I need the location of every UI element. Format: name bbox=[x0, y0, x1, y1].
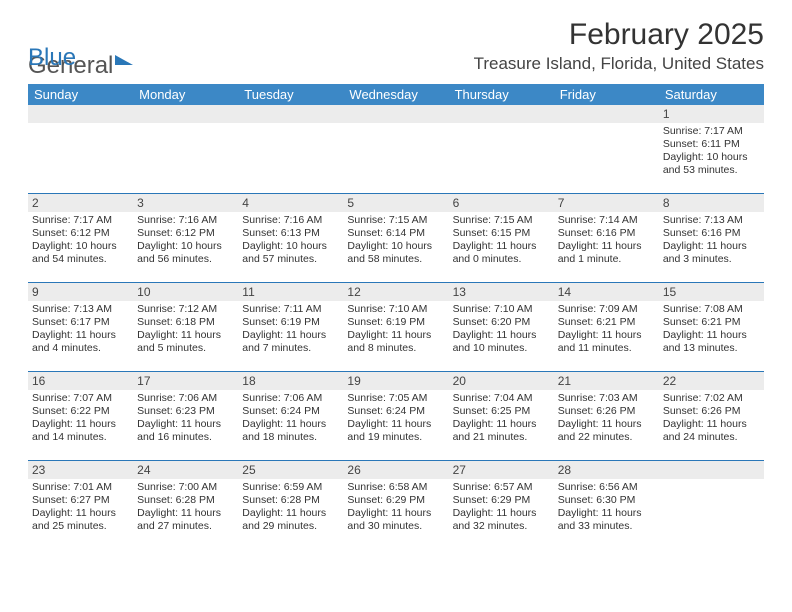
day-number-cell: 15 bbox=[659, 283, 764, 301]
day-content-cell: Sunrise: 7:16 AM Sunset: 6:13 PM Dayligh… bbox=[238, 212, 343, 282]
day-content-row: Sunrise: 7:07 AM Sunset: 6:22 PM Dayligh… bbox=[28, 390, 764, 460]
page-header: General February 2025 Treasure Island, F… bbox=[28, 18, 764, 80]
day-number-cell: 19 bbox=[343, 372, 448, 390]
logo-triangle-icon bbox=[115, 55, 133, 65]
day-content-cell: Sunrise: 7:03 AM Sunset: 6:26 PM Dayligh… bbox=[554, 390, 659, 460]
day-number-cell bbox=[659, 461, 764, 479]
day-number-cell: 17 bbox=[133, 372, 238, 390]
day-content-cell: Sunrise: 7:04 AM Sunset: 6:25 PM Dayligh… bbox=[449, 390, 554, 460]
day-content-cell: Sunrise: 7:10 AM Sunset: 6:19 PM Dayligh… bbox=[343, 301, 448, 371]
day-number-cell bbox=[449, 105, 554, 123]
weekday-header: Tuesday bbox=[238, 84, 343, 105]
day-number-cell: 27 bbox=[449, 461, 554, 479]
day-content-cell: Sunrise: 7:17 AM Sunset: 6:11 PM Dayligh… bbox=[659, 123, 764, 193]
day-content-cell bbox=[238, 123, 343, 193]
weekday-header: Sunday bbox=[28, 84, 133, 105]
weekday-header: Friday bbox=[554, 84, 659, 105]
day-content-row: Sunrise: 7:01 AM Sunset: 6:27 PM Dayligh… bbox=[28, 479, 764, 549]
day-number-row: 9101112131415 bbox=[28, 283, 764, 301]
day-content-cell: Sunrise: 7:12 AM Sunset: 6:18 PM Dayligh… bbox=[133, 301, 238, 371]
day-number-cell: 8 bbox=[659, 194, 764, 212]
day-number-cell bbox=[238, 105, 343, 123]
day-content-cell: Sunrise: 7:14 AM Sunset: 6:16 PM Dayligh… bbox=[554, 212, 659, 282]
day-number-cell: 7 bbox=[554, 194, 659, 212]
day-content-cell bbox=[554, 123, 659, 193]
day-number-cell bbox=[343, 105, 448, 123]
calendar-table: Sunday Monday Tuesday Wednesday Thursday… bbox=[28, 84, 764, 549]
day-number-row: 232425262728 bbox=[28, 461, 764, 479]
day-content-cell bbox=[133, 123, 238, 193]
day-content-cell: Sunrise: 7:13 AM Sunset: 6:16 PM Dayligh… bbox=[659, 212, 764, 282]
day-number-cell: 28 bbox=[554, 461, 659, 479]
day-content-cell: Sunrise: 7:06 AM Sunset: 6:24 PM Dayligh… bbox=[238, 390, 343, 460]
day-number-cell: 11 bbox=[238, 283, 343, 301]
day-content-cell bbox=[659, 479, 764, 549]
weekday-header: Wednesday bbox=[343, 84, 448, 105]
title-block: February 2025 Treasure Island, Florida, … bbox=[474, 18, 764, 80]
day-number-cell: 3 bbox=[133, 194, 238, 212]
weekday-header: Monday bbox=[133, 84, 238, 105]
day-number-cell bbox=[133, 105, 238, 123]
day-content-cell: Sunrise: 7:11 AM Sunset: 6:19 PM Dayligh… bbox=[238, 301, 343, 371]
day-content-cell: Sunrise: 7:15 AM Sunset: 6:15 PM Dayligh… bbox=[449, 212, 554, 282]
day-content-cell: Sunrise: 7:10 AM Sunset: 6:20 PM Dayligh… bbox=[449, 301, 554, 371]
day-content-cell: Sunrise: 7:00 AM Sunset: 6:28 PM Dayligh… bbox=[133, 479, 238, 549]
weekday-header-row: Sunday Monday Tuesday Wednesday Thursday… bbox=[28, 84, 764, 105]
day-content-cell: Sunrise: 7:17 AM Sunset: 6:12 PM Dayligh… bbox=[28, 212, 133, 282]
day-content-cell: Sunrise: 6:56 AM Sunset: 6:30 PM Dayligh… bbox=[554, 479, 659, 549]
day-content-cell: Sunrise: 7:15 AM Sunset: 6:14 PM Dayligh… bbox=[343, 212, 448, 282]
day-number-cell bbox=[554, 105, 659, 123]
day-number-cell: 12 bbox=[343, 283, 448, 301]
logo-word-2: Blue bbox=[28, 44, 76, 71]
day-content-cell: Sunrise: 7:05 AM Sunset: 6:24 PM Dayligh… bbox=[343, 390, 448, 460]
day-number-cell bbox=[28, 105, 133, 123]
day-content-cell: Sunrise: 7:06 AM Sunset: 6:23 PM Dayligh… bbox=[133, 390, 238, 460]
day-content-cell: Sunrise: 7:13 AM Sunset: 6:17 PM Dayligh… bbox=[28, 301, 133, 371]
day-number-cell: 4 bbox=[238, 194, 343, 212]
day-number-cell: 23 bbox=[28, 461, 133, 479]
day-content-cell: Sunrise: 6:57 AM Sunset: 6:29 PM Dayligh… bbox=[449, 479, 554, 549]
day-number-cell: 6 bbox=[449, 194, 554, 212]
day-content-row: Sunrise: 7:17 AM Sunset: 6:11 PM Dayligh… bbox=[28, 123, 764, 193]
day-content-cell: Sunrise: 7:02 AM Sunset: 6:26 PM Dayligh… bbox=[659, 390, 764, 460]
day-number-cell: 2 bbox=[28, 194, 133, 212]
day-number-cell: 24 bbox=[133, 461, 238, 479]
calendar-body: 1Sunrise: 7:17 AM Sunset: 6:11 PM Daylig… bbox=[28, 105, 764, 549]
day-number-cell: 20 bbox=[449, 372, 554, 390]
day-number-cell: 21 bbox=[554, 372, 659, 390]
day-content-cell: Sunrise: 7:09 AM Sunset: 6:21 PM Dayligh… bbox=[554, 301, 659, 371]
calendar-page: General February 2025 Treasure Island, F… bbox=[0, 0, 792, 612]
day-content-cell: Sunrise: 6:59 AM Sunset: 6:28 PM Dayligh… bbox=[238, 479, 343, 549]
logo-word-2-wrap: Blue bbox=[28, 44, 76, 72]
day-number-cell: 5 bbox=[343, 194, 448, 212]
day-content-cell bbox=[449, 123, 554, 193]
day-number-cell: 22 bbox=[659, 372, 764, 390]
day-content-row: Sunrise: 7:13 AM Sunset: 6:17 PM Dayligh… bbox=[28, 301, 764, 371]
day-number-row: 2345678 bbox=[28, 194, 764, 212]
weekday-header: Thursday bbox=[449, 84, 554, 105]
day-number-cell: 16 bbox=[28, 372, 133, 390]
day-number-cell: 26 bbox=[343, 461, 448, 479]
location-subtitle: Treasure Island, Florida, United States bbox=[474, 54, 764, 74]
day-number-cell: 9 bbox=[28, 283, 133, 301]
day-number-cell: 1 bbox=[659, 105, 764, 123]
day-content-cell: Sunrise: 6:58 AM Sunset: 6:29 PM Dayligh… bbox=[343, 479, 448, 549]
weekday-header: Saturday bbox=[659, 84, 764, 105]
day-number-cell: 10 bbox=[133, 283, 238, 301]
day-content-cell: Sunrise: 7:08 AM Sunset: 6:21 PM Dayligh… bbox=[659, 301, 764, 371]
day-content-row: Sunrise: 7:17 AM Sunset: 6:12 PM Dayligh… bbox=[28, 212, 764, 282]
day-content-cell: Sunrise: 7:16 AM Sunset: 6:12 PM Dayligh… bbox=[133, 212, 238, 282]
day-content-cell: Sunrise: 7:07 AM Sunset: 6:22 PM Dayligh… bbox=[28, 390, 133, 460]
day-number-cell: 13 bbox=[449, 283, 554, 301]
month-title: February 2025 bbox=[474, 18, 764, 52]
day-number-row: 16171819202122 bbox=[28, 372, 764, 390]
day-number-cell: 25 bbox=[238, 461, 343, 479]
day-content-cell: Sunrise: 7:01 AM Sunset: 6:27 PM Dayligh… bbox=[28, 479, 133, 549]
day-number-cell: 14 bbox=[554, 283, 659, 301]
day-number-cell: 18 bbox=[238, 372, 343, 390]
day-content-cell bbox=[28, 123, 133, 193]
day-number-row: 1 bbox=[28, 105, 764, 123]
day-content-cell bbox=[343, 123, 448, 193]
